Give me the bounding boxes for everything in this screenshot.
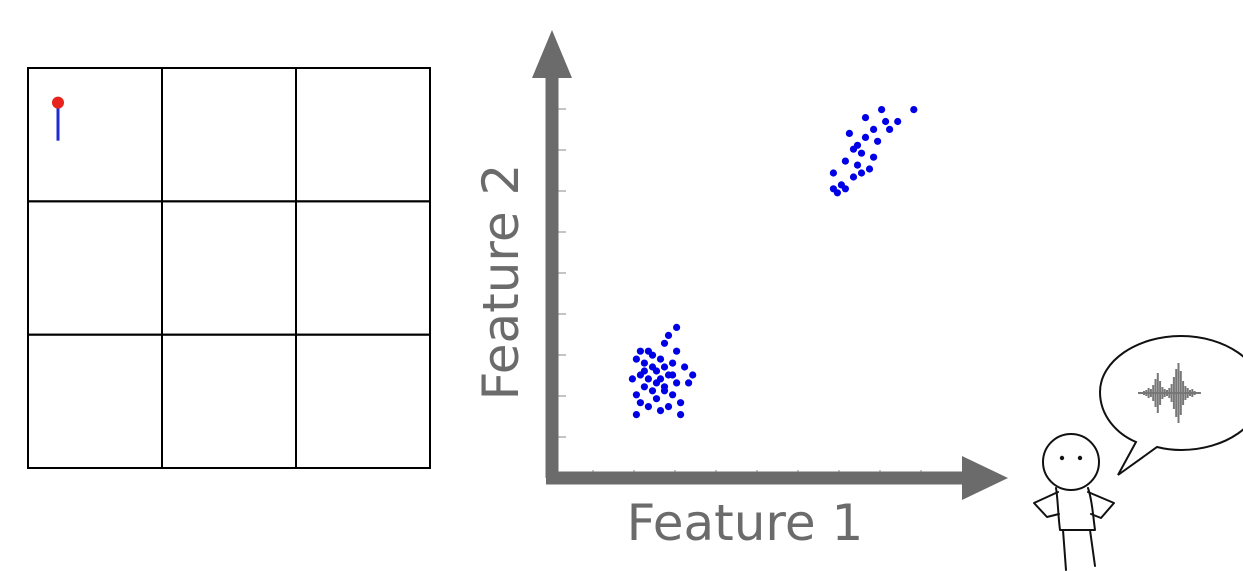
scatter-point	[652, 395, 661, 403]
scatter-series-2	[829, 106, 918, 197]
scatter-point	[640, 383, 649, 391]
scatter-point	[870, 125, 878, 133]
scatter-point	[632, 355, 641, 363]
scatter-point	[669, 391, 677, 399]
waveform-icon	[1138, 363, 1201, 423]
scatter-point	[857, 149, 866, 157]
scatter-point	[636, 399, 645, 407]
scatter-point	[910, 106, 918, 114]
marker-dot	[52, 96, 64, 109]
scatter-point	[870, 153, 878, 161]
grid-cell	[161, 67, 297, 203]
scatter-point	[845, 129, 854, 137]
scatter-point	[829, 169, 838, 177]
scatter-point	[640, 359, 649, 367]
scatter-point	[677, 411, 685, 419]
scatter-point	[849, 173, 858, 181]
scatter-point	[685, 379, 693, 387]
scatter-point	[853, 141, 862, 149]
grid-cell	[27, 67, 163, 203]
scatter-point	[681, 363, 689, 371]
scatter-point	[656, 407, 665, 415]
grid-cell	[295, 67, 431, 203]
scatter-point	[660, 383, 669, 391]
axis-ticks	[552, 108, 922, 478]
scatter-point	[644, 375, 653, 383]
speech-bubble	[1098, 334, 1243, 476]
scatter-point	[882, 117, 890, 126]
scatter-point	[677, 399, 685, 407]
scatter-point	[861, 133, 870, 141]
scatter-point	[652, 379, 661, 387]
scatter-point	[878, 106, 886, 114]
scatter-series-1	[628, 323, 697, 419]
grid-cell	[27, 333, 163, 469]
scatter-point	[841, 157, 850, 165]
scatter-chart: Feature 1 Feature 2	[472, 30, 1008, 552]
scatter-point	[660, 339, 669, 347]
scatter-point	[886, 125, 894, 133]
stick-figure-left-arm	[1033, 491, 1060, 518]
scatter-point	[644, 403, 653, 411]
scatter-point	[664, 403, 673, 411]
stick-figure-body	[1055, 487, 1096, 531]
scatter-point	[673, 323, 681, 331]
scatter-point	[874, 137, 882, 145]
scatter-point	[628, 375, 637, 383]
scatter-point	[640, 367, 649, 375]
scatter-point	[648, 351, 657, 359]
stick-figure-right-arm	[1087, 491, 1115, 519]
y-axis-arrowhead	[532, 30, 572, 78]
scatter-point	[664, 331, 673, 339]
speech-bubble-outline	[1098, 334, 1243, 476]
scatter-point	[841, 185, 850, 193]
grid-3x3	[27, 67, 431, 469]
grid-cell	[161, 333, 297, 469]
scatter-point	[857, 169, 866, 177]
x-axis-label: Feature 1	[627, 494, 864, 552]
stick-figure-eyes	[1059, 455, 1083, 461]
scatter-point	[660, 363, 669, 371]
scatter-point	[636, 347, 645, 355]
scatter-point	[673, 347, 681, 355]
grid-cell	[161, 200, 297, 336]
stick-figure	[1033, 433, 1115, 571]
scatter-point	[669, 359, 677, 367]
scatter-point	[861, 114, 870, 122]
scatter-point	[865, 165, 874, 173]
scatter-points	[628, 106, 918, 419]
scatter-point	[656, 355, 665, 363]
scatter-point	[648, 387, 657, 395]
scatter-point	[853, 161, 862, 169]
grid-cell	[295, 333, 431, 469]
chart-axes	[532, 30, 1008, 500]
scatter-point	[632, 391, 641, 399]
stick-figure-legs	[1062, 529, 1096, 571]
scatter-point	[652, 367, 661, 375]
y-axis-label: Feature 2	[472, 164, 530, 401]
scatter-point	[894, 117, 902, 126]
grid-cell	[295, 200, 431, 336]
scatter-point	[673, 379, 681, 387]
grid-cell	[27, 200, 163, 336]
scatter-point	[632, 411, 641, 419]
scatter-point	[689, 371, 697, 379]
stick-figure-head	[1042, 433, 1100, 491]
scatter-point	[829, 185, 838, 193]
x-axis-arrowhead	[962, 456, 1008, 500]
scatter-point	[669, 371, 677, 379]
